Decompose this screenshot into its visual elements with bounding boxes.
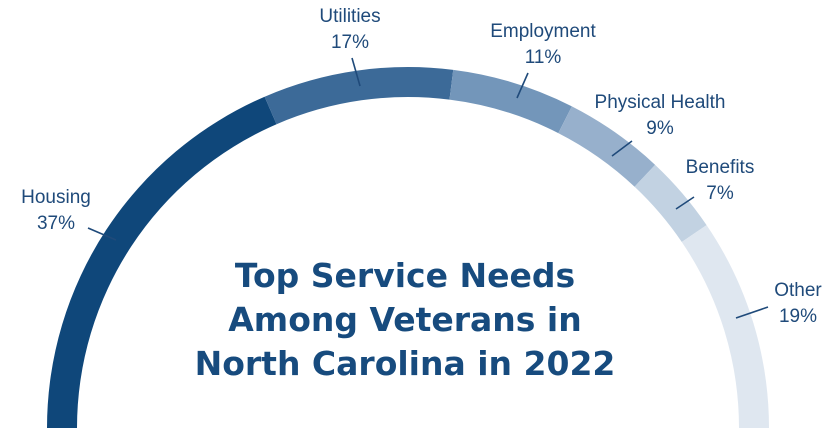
chart-title: Top Service Needs Among Veterans in Nort… bbox=[194, 256, 616, 383]
slice-other bbox=[681, 225, 769, 428]
slice-labels: Housing 37% Utilities 17% Employment 11% Physi… bbox=[21, 6, 822, 327]
slice-physical-health bbox=[558, 106, 656, 187]
slice-benefits bbox=[634, 164, 707, 242]
donut-segments bbox=[47, 66, 769, 428]
slice-label: Housing bbox=[21, 187, 91, 208]
slice-value-label: 17% bbox=[331, 32, 369, 53]
leader-line-benefits bbox=[675, 196, 695, 210]
slice-label: Benefits bbox=[686, 157, 755, 178]
slice-value-label: 19% bbox=[779, 306, 817, 327]
slice-label: Employment bbox=[490, 21, 596, 42]
leader-line-physical-health bbox=[611, 140, 633, 157]
leader-line-other bbox=[735, 306, 769, 319]
leader-lines bbox=[87, 57, 769, 319]
slice-label: Utilities bbox=[319, 6, 380, 27]
leader-line-utilities bbox=[351, 57, 361, 87]
slice-employment bbox=[449, 69, 572, 134]
slice-value-label: 7% bbox=[706, 183, 734, 204]
slice-housing bbox=[47, 96, 277, 428]
leader-line-employment bbox=[516, 72, 529, 99]
slice-utilities bbox=[264, 66, 454, 125]
slice-value-label: 11% bbox=[525, 47, 562, 68]
leader-line-housing bbox=[87, 227, 117, 241]
slice-value-label: 9% bbox=[646, 118, 674, 139]
slice-label: Physical Health bbox=[595, 92, 726, 113]
slice-label: Other bbox=[774, 280, 822, 301]
slice-value-label: 37% bbox=[37, 213, 75, 234]
